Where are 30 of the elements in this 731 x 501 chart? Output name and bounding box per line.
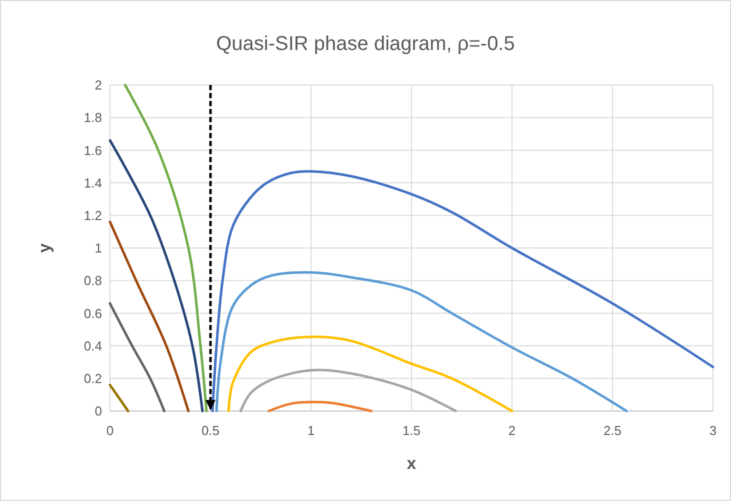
line-series: [268, 400, 373, 412]
y-tick-label: 1.6: [84, 142, 102, 158]
line-series: [124, 84, 208, 412]
y-tick-label: 0.2: [84, 370, 102, 386]
line-series: [239, 368, 457, 412]
y-tick-label: 1.4: [84, 175, 102, 190]
y-tick-label: 0.8: [84, 273, 102, 288]
x-tick-label: 1.5: [402, 423, 421, 438]
y-tick-label: 0.6: [84, 306, 102, 321]
y-tick-label: 1.2: [84, 208, 102, 223]
x-tick-label: 2.5: [603, 423, 622, 438]
y-tick-label: 0: [94, 404, 102, 419]
x-tick-label: 0: [106, 423, 114, 438]
y-tick-label: 0.4: [84, 338, 102, 354]
line-series: [108, 139, 204, 412]
line-series: [108, 302, 166, 412]
line-series: [211, 170, 714, 412]
x-tick-label: 1: [307, 423, 315, 438]
x-tick-label: 0.5: [201, 423, 220, 438]
y-tick-label: 2: [94, 78, 102, 93]
y-tick-label: 1: [94, 240, 102, 256]
y-tick-label: 1.8: [84, 110, 102, 126]
chart-title: Quasi-SIR phase diagram, ρ=-0.5: [216, 33, 515, 55]
x-axis-title: x: [406, 454, 417, 473]
y-axis-title: y: [35, 242, 54, 253]
line-series: [108, 220, 190, 412]
x-tick-label: 3: [709, 423, 717, 438]
x-tick-label: 2: [508, 423, 516, 438]
line-series: [215, 271, 628, 412]
line-series: [227, 336, 514, 412]
